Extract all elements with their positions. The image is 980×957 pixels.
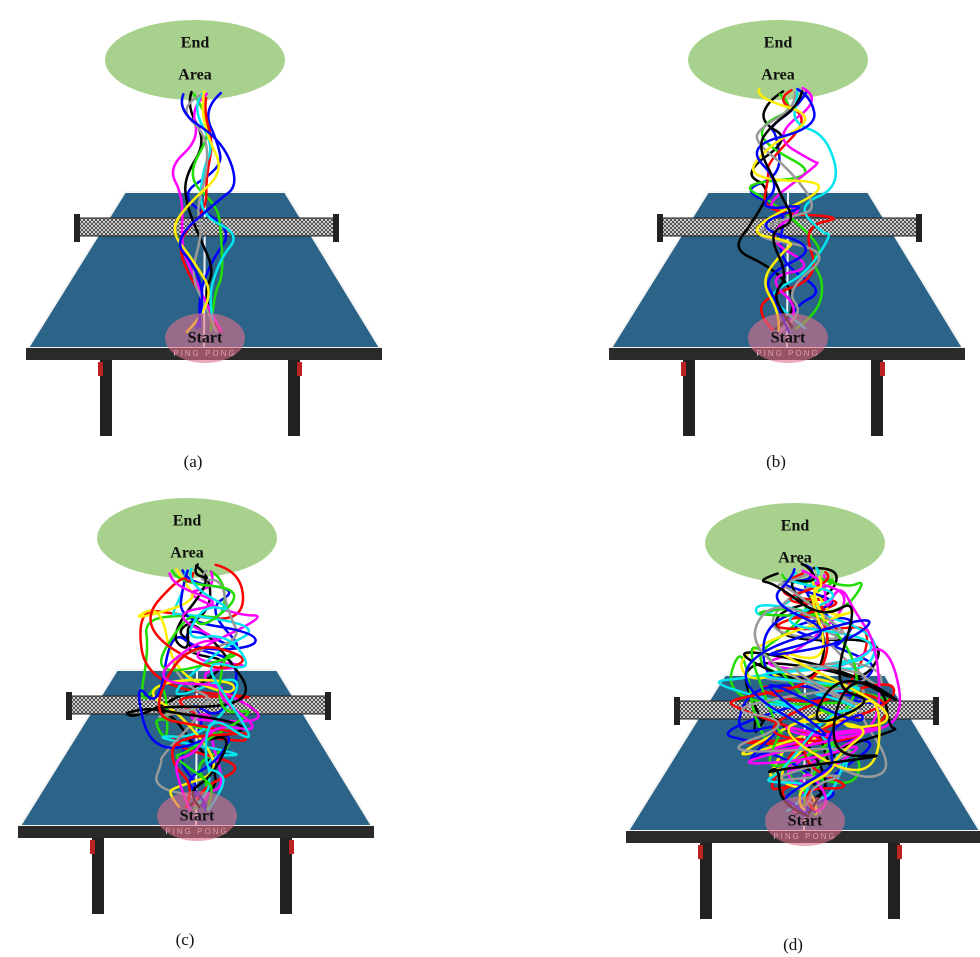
end-label: End xyxy=(764,35,793,52)
net-post xyxy=(674,697,680,725)
panel: PING PONGEndAreaStart(c) xyxy=(18,498,374,949)
table-leg-accent xyxy=(297,362,302,376)
table-leg-accent xyxy=(289,840,294,854)
panel: PING PONGEndAreaStart(b) xyxy=(609,20,965,471)
end-label: End xyxy=(173,513,202,530)
table-leg-accent xyxy=(681,362,686,376)
net-post xyxy=(325,692,331,720)
net-post xyxy=(66,692,72,720)
end-label: Area xyxy=(778,550,811,567)
caption: (d) xyxy=(783,935,803,954)
start-label: Start xyxy=(788,813,823,830)
caption: (b) xyxy=(766,452,786,471)
caption: (a) xyxy=(184,452,203,471)
net-post xyxy=(74,214,80,242)
end-label: End xyxy=(181,35,210,52)
net xyxy=(78,218,335,236)
table-leg-accent xyxy=(698,845,703,859)
start-label: Start xyxy=(180,808,215,825)
start-label: Start xyxy=(188,330,223,347)
panel: PING PONGEndAreaStart(a) xyxy=(26,20,382,471)
net-post xyxy=(916,214,922,242)
caption: (c) xyxy=(176,930,195,949)
table-leg-accent xyxy=(880,362,885,376)
end-area xyxy=(97,498,277,578)
end-label: Area xyxy=(170,545,203,562)
table-leg-accent xyxy=(90,840,95,854)
table-leg-accent xyxy=(897,845,902,859)
end-area xyxy=(105,20,285,100)
net-post xyxy=(933,697,939,725)
start-label: Start xyxy=(771,330,806,347)
figure: PING PONGEndAreaStart(a)PING PONGEndArea… xyxy=(0,0,980,957)
net-post xyxy=(657,214,663,242)
end-label: End xyxy=(781,518,810,535)
end-label: Area xyxy=(178,67,211,84)
panel: PING PONGEndAreaStart(d) xyxy=(626,503,980,954)
net-post xyxy=(333,214,339,242)
end-area xyxy=(688,20,868,100)
table-leg-accent xyxy=(98,362,103,376)
end-label: Area xyxy=(761,67,794,84)
